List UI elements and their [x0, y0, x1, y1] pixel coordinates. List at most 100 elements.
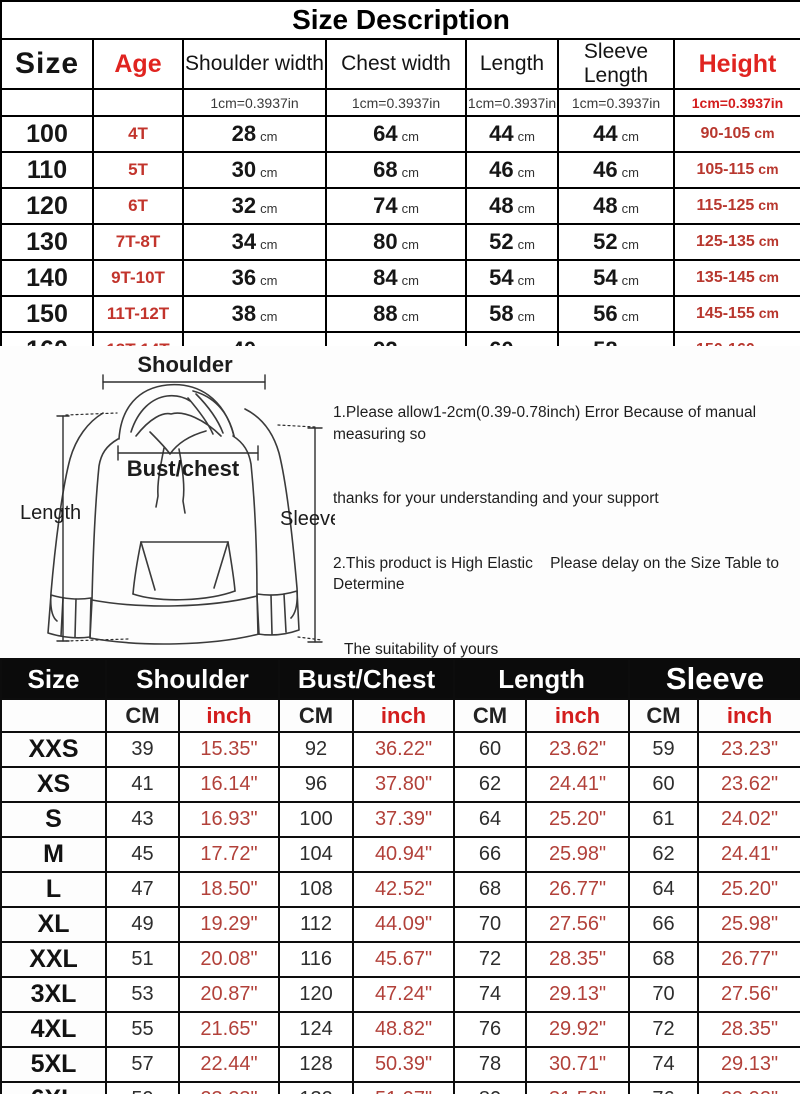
shoulder-inch-cell: 19.29": [177, 906, 281, 943]
unit-cm: CM: [453, 698, 528, 733]
chest-cell: 64 cm: [325, 115, 467, 153]
conversion-note: 1cm=0.3937in: [557, 88, 675, 117]
sleeve-cm-cell: 62: [628, 836, 700, 873]
note-2-line-1: 2.This product is High Elastic Please de…: [333, 554, 784, 594]
length-inch-cell: 23.62": [525, 731, 631, 768]
length-cm-cell: 70: [453, 906, 528, 943]
sleeve-cm-cell: 64: [628, 871, 700, 908]
size-cell: 4XL: [0, 1011, 107, 1048]
sleeve-cm-cell: 60: [628, 766, 700, 803]
length-cm-cell: 66: [453, 836, 528, 873]
shoulder-cm-cell: 59: [105, 1081, 180, 1094]
kids-col-shoulder: Shoulder width: [182, 38, 327, 90]
shoulder-cell: 36 cm: [182, 259, 327, 297]
sleeve-cm-cell: 68: [628, 941, 700, 978]
sleeve-inch-cell: 23.23": [697, 731, 800, 768]
sleeve-cell: 54 cm: [557, 259, 675, 297]
kids-col-sleeve-length: Sleeve Length: [557, 38, 675, 90]
size-cell: 100: [0, 115, 94, 153]
height-cell: 90-105 cm: [673, 115, 800, 153]
size-cell: 6XL: [0, 1081, 107, 1094]
age-cell: 11T-12T: [92, 295, 184, 333]
bust-inch-cell: 50.39": [352, 1046, 456, 1083]
adult-col-size: Size: [0, 658, 107, 700]
sleeve-cm-cell: 76: [628, 1081, 700, 1094]
shoulder-inch-cell: 16.93": [177, 801, 281, 838]
adult-size-row: XS 41 16.14" 96 37.80" 62 24.41" 60 23.6…: [0, 766, 800, 803]
height-cell: 115-125 cm: [673, 187, 800, 225]
adult-size-row: 4XL 55 21.65" 124 48.82" 76 29.92" 72 28…: [0, 1011, 800, 1048]
chest-cell: 68 cm: [325, 151, 467, 189]
sleeve-inch-cell: 25.20": [697, 871, 800, 908]
kids-title-row: Size Description: [0, 0, 800, 40]
shoulder-inch-cell: 23.23": [177, 1081, 281, 1094]
size-cell: XXS: [0, 731, 107, 768]
shoulder-inch-cell: 22.44": [177, 1046, 281, 1083]
sleeve-inch-cell: 26.77": [697, 941, 800, 978]
adult-header-row: Size Shoulder Bust/Chest Length Sleeve: [0, 658, 800, 700]
sleeve-inch-cell: 24.41": [697, 836, 800, 873]
length-inch-cell: 26.77": [525, 871, 631, 908]
length-inch-cell: 30.71": [525, 1046, 631, 1083]
kids-col-length: Length: [465, 38, 559, 90]
length-cell: 52 cm: [465, 223, 559, 261]
kids-size-row: 110 5T 30 cm 68 cm 46 cm 46 cm 105-115 cm: [0, 151, 800, 189]
sleeve-cm-cell: 66: [628, 906, 700, 943]
length-cm-cell: 80: [453, 1081, 528, 1094]
bust-inch-cell: 51.97": [352, 1081, 456, 1094]
shoulder-cm-cell: 41: [105, 766, 180, 803]
height-cell: 135-145 cm: [673, 259, 800, 297]
bust-cm-cell: 128: [278, 1046, 355, 1083]
shoulder-inch-cell: 16.14": [177, 766, 281, 803]
bust-cm-cell: 108: [278, 871, 355, 908]
height-cell: 145-155 cm: [673, 295, 800, 333]
adult-col-sleeve: Sleeve: [628, 658, 800, 700]
bust-inch-cell: 47.24": [352, 976, 456, 1013]
bust-cm-cell: 116: [278, 941, 355, 978]
sleeve-cm-cell: 72: [628, 1011, 700, 1048]
bust-inch-cell: 48.82": [352, 1011, 456, 1048]
adult-size-row: XXL 51 20.08" 116 45.67" 72 28.35" 68 26…: [0, 941, 800, 978]
shoulder-cm-cell: 43: [105, 801, 180, 838]
kids-col-chest: Chest width: [325, 38, 467, 90]
bust-cm-cell: 120: [278, 976, 355, 1013]
length-inch-cell: 24.41": [525, 766, 631, 803]
adult-units-row: CM inch CM inch CM inch CM inch: [0, 698, 800, 733]
size-cell: 3XL: [0, 976, 107, 1013]
chest-cell: 84 cm: [325, 259, 467, 297]
sleeve-inch-cell: 25.98": [697, 906, 800, 943]
adult-size-row: 5XL 57 22.44" 128 50.39" 78 30.71" 74 29…: [0, 1046, 800, 1083]
kids-col-age: Age: [92, 38, 184, 90]
shoulder-cell: 34 cm: [182, 223, 327, 261]
sleeve-cell: 52 cm: [557, 223, 675, 261]
shoulder-cm-cell: 39: [105, 731, 180, 768]
bust-cm-cell: 92: [278, 731, 355, 768]
sleeve-cm-cell: 74: [628, 1046, 700, 1083]
measurement-guide-section: Shoulder: [0, 346, 800, 658]
adult-table-body: XXS 39 15.35" 92 36.22" 60 23.62" 59 23.…: [0, 731, 800, 1094]
length-inch-cell: 27.56": [525, 906, 631, 943]
kids-header-row: Size Age Shoulder width Chest width Leng…: [0, 38, 800, 90]
bust-inch-cell: 44.09": [352, 906, 456, 943]
bust-inch-cell: 45.67": [352, 941, 456, 978]
size-cell: XXL: [0, 941, 107, 978]
chest-cell: 80 cm: [325, 223, 467, 261]
shoulder-inch-cell: 20.87": [177, 976, 281, 1013]
bust-inch-cell: 37.80": [352, 766, 456, 803]
sleeve-inch-cell: 27.56": [697, 976, 800, 1013]
adult-col-bust-chest: Bust/Chest: [278, 658, 456, 700]
adult-col-length: Length: [453, 658, 631, 700]
age-cell: 4T: [92, 115, 184, 153]
sleeve-inch-cell: 23.62": [697, 766, 800, 803]
shoulder-label: Shoulder: [137, 352, 233, 377]
kids-size-row: 100 4T 28 cm 64 cm 44 cm 44 cm 90-105 cm: [0, 115, 800, 153]
length-cell: 46 cm: [465, 151, 559, 189]
length-cm-cell: 76: [453, 1011, 528, 1048]
height-cell: 125-135 cm: [673, 223, 800, 261]
bust-cm-cell: 124: [278, 1011, 355, 1048]
length-cell: 58 cm: [465, 295, 559, 333]
adult-size-row: M 45 17.72" 104 40.94" 66 25.98" 62 24.4…: [0, 836, 800, 873]
unit-cm: CM: [628, 698, 700, 733]
shoulder-cm-cell: 47: [105, 871, 180, 908]
